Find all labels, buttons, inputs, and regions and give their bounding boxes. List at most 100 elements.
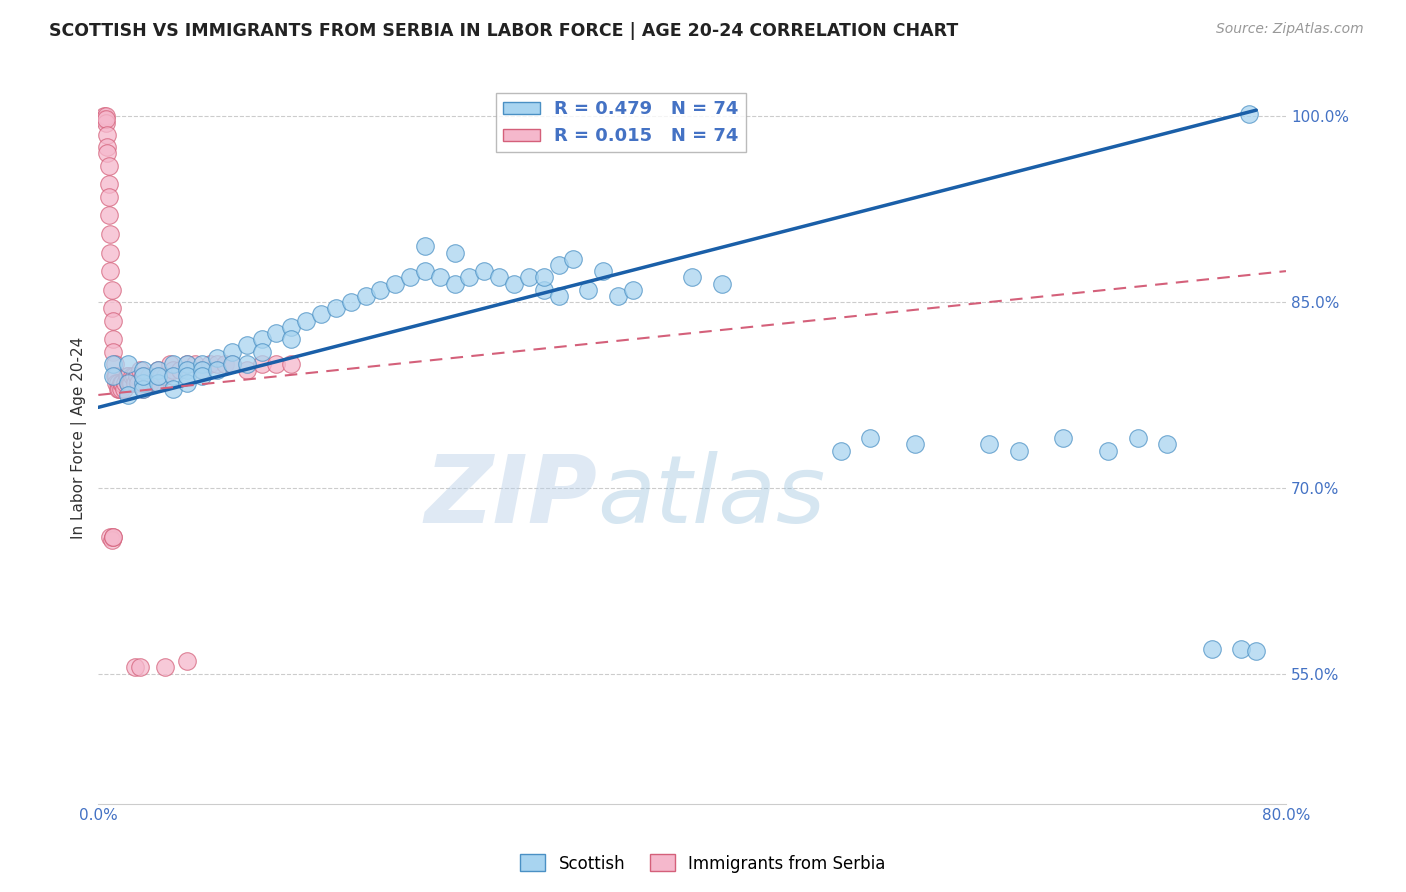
Point: [472, 264, 495, 278]
Point: [149, 369, 172, 384]
Point: [162, 382, 184, 396]
Point: [266, 357, 288, 371]
Point: [562, 252, 585, 266]
Point: [104, 369, 127, 384]
Point: [280, 357, 302, 371]
Point: [117, 388, 139, 402]
Point: [184, 357, 207, 371]
Point: [105, 376, 128, 390]
Point: [576, 283, 599, 297]
Point: [1230, 641, 1253, 656]
Point: [96, 128, 118, 142]
Point: [977, 437, 1000, 451]
Point: [146, 363, 169, 377]
Point: [413, 264, 436, 278]
Point: [117, 376, 139, 390]
Point: [1097, 443, 1119, 458]
Point: [129, 660, 152, 674]
Point: [97, 190, 120, 204]
Point: [621, 283, 644, 297]
Point: [176, 357, 198, 371]
Point: [533, 283, 555, 297]
Point: [309, 308, 332, 322]
Point: [98, 530, 121, 544]
Point: [205, 363, 228, 377]
Point: [125, 369, 148, 384]
Point: [547, 289, 569, 303]
Point: [97, 178, 120, 192]
Legend: R = 0.479   N = 74, R = 0.015   N = 74: R = 0.479 N = 74, R = 0.015 N = 74: [496, 93, 745, 153]
Point: [458, 270, 481, 285]
Point: [107, 382, 129, 396]
Point: [132, 382, 155, 396]
Point: [443, 277, 465, 291]
Point: [1156, 437, 1178, 451]
Point: [236, 338, 259, 352]
Point: [97, 159, 120, 173]
Point: [214, 357, 236, 371]
Point: [132, 376, 155, 390]
Point: [547, 258, 569, 272]
Point: [221, 344, 243, 359]
Point: [266, 326, 288, 340]
Point: [121, 369, 143, 384]
Point: [96, 140, 118, 154]
Point: [98, 227, 121, 241]
Point: [162, 369, 184, 384]
Point: [103, 344, 125, 359]
Point: [117, 376, 139, 390]
Point: [124, 660, 146, 674]
Point: [94, 109, 117, 123]
Point: [205, 351, 228, 365]
Point: [859, 431, 882, 445]
Point: [114, 376, 136, 390]
Point: [325, 301, 347, 316]
Point: [153, 660, 176, 674]
Point: [221, 357, 243, 371]
Text: atlas: atlas: [598, 451, 825, 542]
Point: [370, 283, 392, 297]
Point: [681, 270, 703, 285]
Point: [191, 369, 214, 384]
Point: [111, 376, 134, 390]
Point: [132, 369, 155, 384]
Point: [176, 363, 198, 377]
Point: [221, 357, 243, 371]
Point: [339, 295, 361, 310]
Point: [191, 357, 214, 371]
Point: [1052, 431, 1074, 445]
Point: [117, 357, 139, 371]
Point: [132, 363, 155, 377]
Point: [592, 264, 614, 278]
Point: [138, 369, 160, 384]
Point: [132, 369, 155, 384]
Point: [135, 376, 157, 390]
Point: [110, 376, 132, 390]
Point: [103, 369, 125, 384]
Point: [93, 112, 115, 126]
Point: [104, 357, 127, 371]
Point: [205, 357, 228, 371]
Point: [100, 301, 122, 316]
Point: [139, 376, 162, 390]
Point: [399, 270, 422, 285]
Point: [830, 443, 852, 458]
Point: [94, 115, 117, 129]
Point: [159, 357, 181, 371]
Point: [191, 363, 214, 377]
Point: [146, 376, 169, 390]
Point: [103, 357, 125, 371]
Point: [115, 369, 138, 384]
Point: [250, 332, 273, 346]
Point: [124, 376, 146, 390]
Point: [153, 369, 176, 384]
Text: Source: ZipAtlas.com: Source: ZipAtlas.com: [1216, 22, 1364, 37]
Point: [280, 332, 302, 346]
Point: [488, 270, 510, 285]
Point: [100, 283, 122, 297]
Point: [103, 313, 125, 327]
Point: [1126, 431, 1149, 445]
Text: SCOTTISH VS IMMIGRANTS FROM SERBIA IN LABOR FORCE | AGE 20-24 CORRELATION CHART: SCOTTISH VS IMMIGRANTS FROM SERBIA IN LA…: [49, 22, 959, 40]
Point: [1246, 644, 1268, 658]
Point: [1008, 443, 1031, 458]
